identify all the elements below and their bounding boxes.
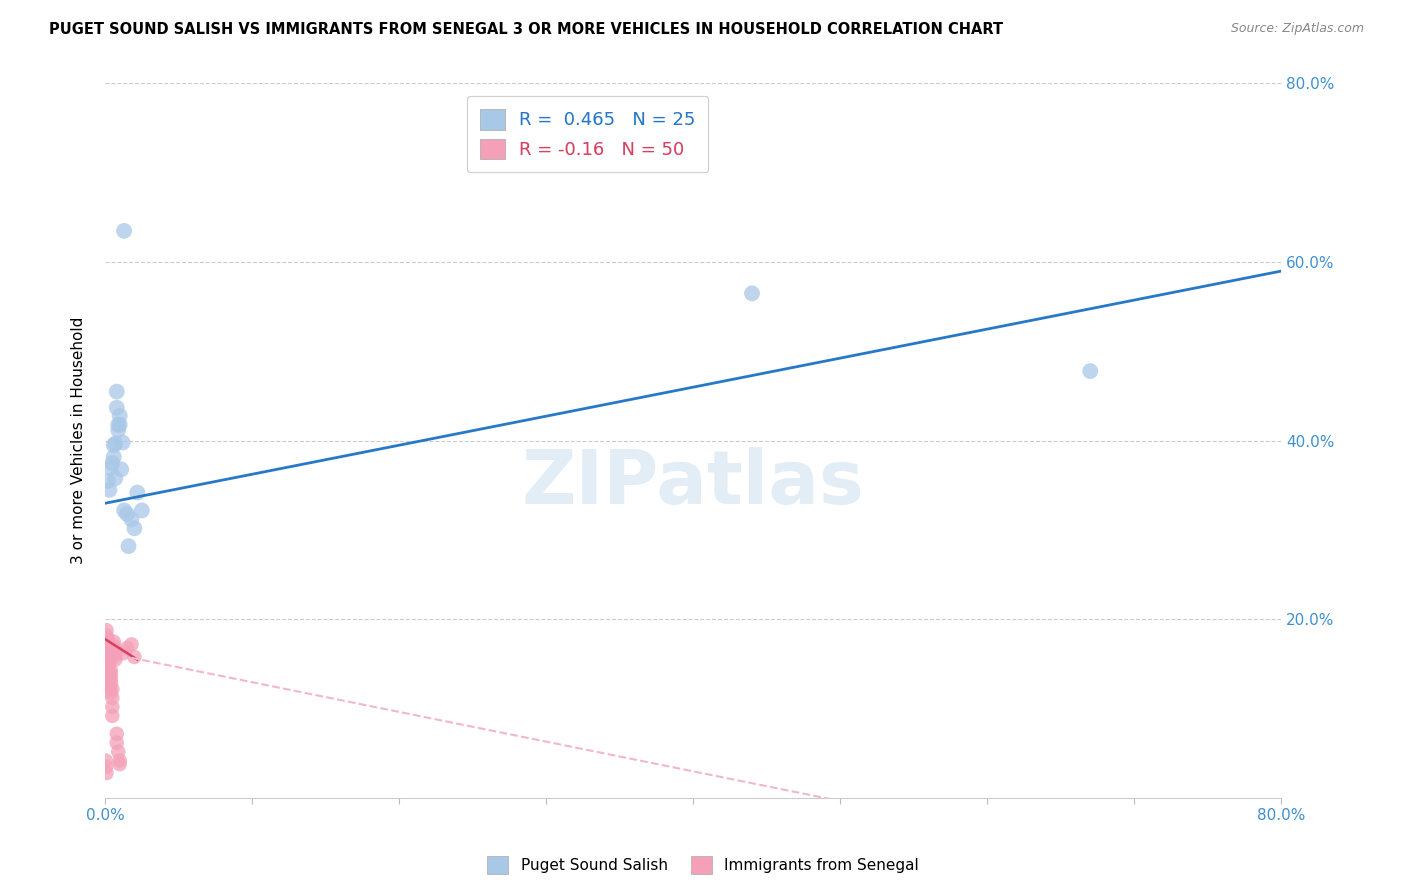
Point — [101, 709, 124, 723]
Point — [96, 634, 118, 648]
Point — [101, 682, 124, 697]
Point — [100, 667, 122, 681]
Point — [100, 460, 122, 475]
Point — [124, 521, 146, 535]
Point — [98, 655, 121, 669]
Point — [100, 672, 122, 686]
Point — [107, 745, 129, 759]
Point — [96, 760, 118, 774]
Text: ZIPatlas: ZIPatlas — [522, 447, 865, 520]
Point — [97, 646, 120, 660]
Point — [96, 648, 118, 662]
Point — [96, 623, 118, 637]
Point — [131, 503, 153, 517]
Point — [108, 417, 131, 432]
Point — [97, 677, 120, 691]
Point — [101, 700, 124, 714]
Point — [105, 401, 128, 415]
Point — [104, 648, 127, 662]
Point — [97, 640, 120, 655]
Point — [98, 664, 121, 678]
Y-axis label: 3 or more Vehicles in Household: 3 or more Vehicles in Household — [72, 317, 86, 565]
Point — [741, 286, 763, 301]
Point — [110, 462, 132, 476]
Point — [97, 632, 120, 646]
Point — [98, 673, 121, 688]
Point — [94, 754, 117, 768]
Point — [120, 637, 142, 651]
Point — [103, 634, 125, 648]
Point — [94, 652, 117, 666]
Point — [108, 757, 131, 772]
Point — [124, 649, 146, 664]
Point — [108, 754, 131, 768]
Point — [112, 503, 135, 517]
Point — [115, 507, 138, 521]
Point — [105, 384, 128, 399]
Point — [103, 639, 125, 653]
Point — [117, 539, 139, 553]
Point — [105, 736, 128, 750]
Point — [98, 682, 121, 697]
Point — [101, 691, 124, 706]
Text: Source: ZipAtlas.com: Source: ZipAtlas.com — [1230, 22, 1364, 36]
Point — [104, 643, 127, 657]
Point — [107, 423, 129, 437]
Point — [100, 677, 122, 691]
Point — [97, 652, 120, 666]
Point — [127, 485, 149, 500]
Point — [98, 646, 121, 660]
Point — [100, 686, 122, 700]
Point — [100, 663, 122, 677]
Point — [111, 646, 134, 660]
Point — [1078, 364, 1101, 378]
Point — [108, 409, 131, 423]
Point — [104, 652, 127, 666]
Point — [96, 646, 118, 660]
Point — [96, 628, 118, 642]
Point — [96, 632, 118, 646]
Point — [112, 224, 135, 238]
Point — [107, 417, 129, 432]
Point — [96, 766, 118, 780]
Point — [97, 474, 120, 488]
Point — [98, 483, 121, 497]
Point — [111, 435, 134, 450]
Point — [101, 456, 124, 470]
Point — [103, 450, 125, 464]
Point — [96, 640, 118, 655]
Point — [103, 438, 125, 452]
Point — [103, 642, 125, 657]
Legend: R =  0.465   N = 25, R = -0.16   N = 50: R = 0.465 N = 25, R = -0.16 N = 50 — [467, 96, 709, 172]
Point — [97, 658, 120, 673]
Point — [97, 667, 120, 681]
Point — [103, 646, 125, 660]
Point — [105, 727, 128, 741]
Point — [96, 637, 118, 651]
Point — [115, 640, 138, 655]
Point — [97, 636, 120, 650]
Point — [104, 471, 127, 485]
Point — [104, 436, 127, 450]
Text: PUGET SOUND SALISH VS IMMIGRANTS FROM SENEGAL 3 OR MORE VEHICLES IN HOUSEHOLD CO: PUGET SOUND SALISH VS IMMIGRANTS FROM SE… — [49, 22, 1004, 37]
Legend: Puget Sound Salish, Immigrants from Senegal: Puget Sound Salish, Immigrants from Sene… — [481, 850, 925, 880]
Point — [120, 512, 142, 526]
